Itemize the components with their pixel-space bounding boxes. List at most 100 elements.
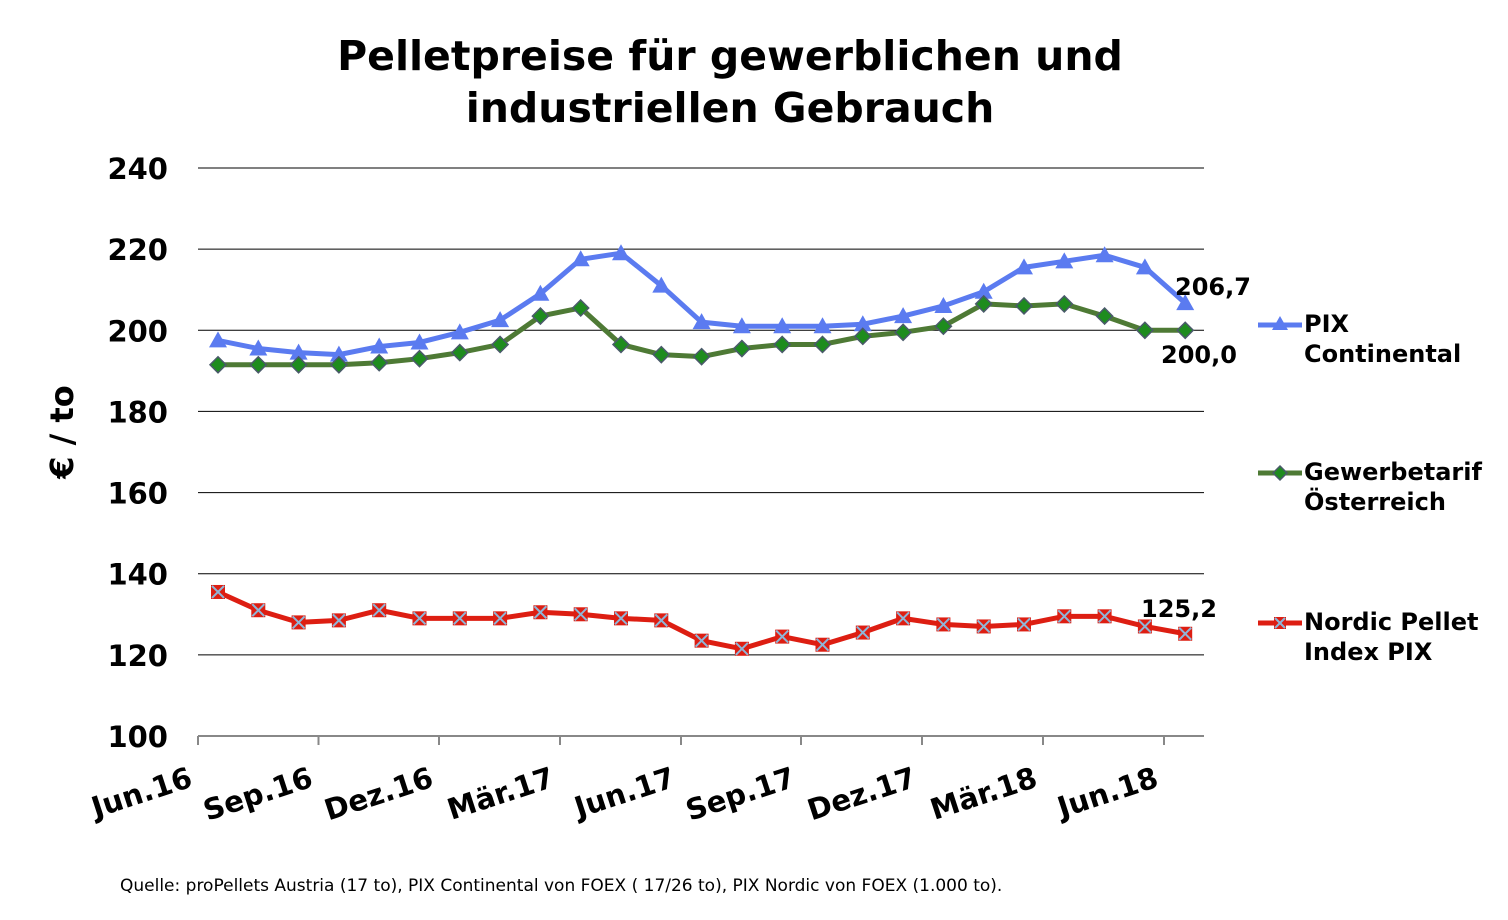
legend-label-gewerbetarif: Gewerbetarif Österreich [1304, 458, 1482, 516]
data-point-s2-1 [251, 603, 266, 618]
data-point-s2-4 [372, 603, 387, 618]
y-tick-label-100: 100 [107, 720, 168, 754]
data-point-s0-12 [692, 313, 711, 330]
data-point-s1-2 [289, 355, 308, 374]
data-point-s2-11 [654, 613, 669, 628]
data-label-end-0: 206,7 [1175, 273, 1251, 301]
data-point-s2-21 [1057, 609, 1072, 624]
data-point-s0-16 [853, 315, 872, 332]
data-point-s1-9 [571, 298, 590, 318]
data-point-s1-24 [1176, 321, 1195, 340]
y-tick-label-160: 160 [107, 477, 168, 511]
data-point-s0-13 [732, 317, 751, 334]
chart-title-line-2: industriellen Gebrauch [465, 84, 995, 132]
data-point-s0-17 [894, 307, 913, 324]
y-tick-label-200: 200 [107, 314, 168, 348]
data-point-s1-0 [208, 355, 228, 374]
data-point-s2-17 [896, 611, 911, 626]
data-point-s1-14 [773, 335, 792, 354]
data-point-s1-4 [370, 353, 389, 372]
data-point-s2-13 [734, 641, 749, 656]
data-point-s1-15 [813, 335, 832, 354]
series-lines [208, 244, 1195, 656]
data-point-s0-10 [612, 244, 630, 261]
data-point-s2-6 [452, 611, 467, 626]
data-point-s0-24 [1176, 294, 1195, 311]
data-point-s0-11 [652, 276, 671, 293]
x-tick-label-5: Sep.17 [681, 760, 799, 827]
data-point-s0-19 [974, 282, 993, 299]
series-markers-0 [209, 244, 1195, 362]
y-tick-label-180: 180 [107, 395, 168, 429]
x-tick-label-8: Jun.18 [1051, 760, 1162, 825]
data-point-s2-20 [1017, 617, 1031, 632]
data-point-s2-10 [614, 611, 628, 626]
data-point-s1-20 [1014, 296, 1034, 316]
data-point-s2-9 [573, 607, 588, 622]
x-tick-label-6: Dez.17 [803, 760, 920, 827]
data-point-s0-1 [249, 339, 268, 356]
data-point-s1-22 [1095, 307, 1114, 326]
data-point-s1-5 [410, 349, 429, 368]
data-point-s1-23 [1135, 321, 1154, 340]
source-note: Quelle: proPellets Austria (17 to), PIX … [120, 876, 1003, 896]
data-point-s2-8 [533, 605, 548, 620]
data-point-s2-15 [815, 637, 830, 652]
data-point-s0-21 [1055, 252, 1074, 269]
data-point-s1-16 [853, 327, 872, 346]
chart-title: Pelletpreise für gewerblichen und indust… [330, 30, 1130, 134]
legend-swatch-gewerbetarif [1258, 464, 1302, 482]
data-point-s1-7 [491, 335, 510, 354]
data-point-s2-16 [855, 625, 870, 640]
legend-item-pix-continental: PIX Continental [1258, 309, 1503, 369]
data-point-s2-2 [291, 615, 306, 630]
data-point-s0-6 [450, 323, 469, 340]
data-point-s1-19 [974, 294, 993, 313]
data-point-s0-2 [289, 343, 308, 360]
data-point-s0-7 [491, 311, 510, 328]
data-point-s2-14 [775, 629, 790, 644]
data-point-s0-22 [1095, 246, 1114, 263]
x-tick-label-0: Jun.16 [85, 760, 196, 825]
data-point-s2-23 [1137, 619, 1152, 634]
data-label-end-2: 125,2 [1141, 595, 1217, 623]
data-labels: 206,7 200,0 125,2 [1141, 273, 1251, 623]
data-point-s1-12 [692, 347, 711, 366]
data-point-s1-3 [329, 355, 348, 374]
data-point-s0-4 [370, 337, 389, 354]
data-point-s0-3 [329, 345, 348, 362]
legend-swatch-pix-continental [1258, 316, 1302, 330]
data-point-s0-14 [773, 317, 792, 334]
data-point-s1-17 [894, 323, 913, 342]
data-point-s0-5 [410, 333, 429, 350]
data-point-s0-23 [1135, 258, 1154, 275]
y-tick-label-220: 220 [107, 233, 168, 267]
data-label-end-1: 200,0 [1161, 341, 1237, 369]
series-markers-1 [208, 294, 1195, 374]
x-tick-label-4: Jun.17 [568, 760, 679, 825]
data-point-s2-5 [412, 611, 427, 626]
data-point-s1-1 [249, 355, 268, 374]
x-tick-label-3: Mär.17 [443, 760, 558, 826]
data-point-s2-3 [331, 613, 346, 628]
x-tick-label-1: Sep.16 [199, 760, 317, 827]
chart-title-line-1: Pelletpreise für gewerblichen und [337, 32, 1123, 80]
data-point-s1-6 [450, 343, 469, 362]
data-point-s0-18 [934, 296, 953, 313]
data-point-s1-8 [531, 307, 550, 326]
legend-swatch-nordic-pellet [1258, 617, 1302, 629]
legend-item-gewerbetarif: Gewerbetarif Österreich [1258, 457, 1503, 517]
legend-item-nordic-pellet: Nordic Pellet Index PIX [1258, 607, 1503, 667]
y-tick-label-120: 120 [107, 639, 168, 673]
data-point-s0-9 [571, 250, 590, 267]
data-point-s2-19 [976, 619, 991, 634]
data-point-s2-18 [936, 617, 951, 632]
series-markers-2 [211, 584, 1193, 656]
x-tick-label-2: Dez.16 [320, 760, 437, 827]
data-point-s1-21 [1055, 294, 1074, 313]
x-tick-label-7: Mär.18 [926, 760, 1041, 826]
data-point-s0-20 [1015, 258, 1033, 275]
data-point-s0-8 [531, 284, 550, 301]
